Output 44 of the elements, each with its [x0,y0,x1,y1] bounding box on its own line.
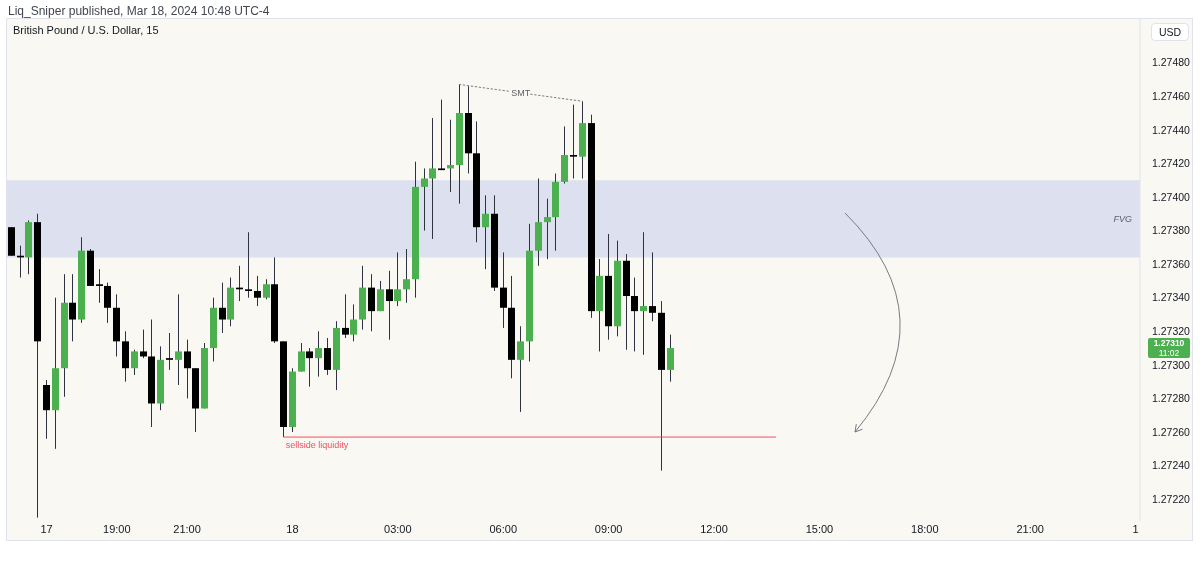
y-tick-label: 1.27440 [1152,123,1191,136]
chart-title: Liq_Sniper published, Mar 18, 2024 10:48 UTC-4 [8,4,270,18]
y-tick-label: 1.27240 [1152,459,1191,472]
y-tick-label: 1.27300 [1152,358,1191,371]
series-label: sellside liquidity [285,440,349,451]
x-tick-label: 12:00 [700,522,728,535]
x-tick-label: 19:00 [103,522,131,535]
x-tick-label: 1 [1132,522,1139,535]
band-label: FVG [1113,213,1132,224]
candlestick [245,232,252,298]
y-tick-label: 1.27400 [1152,190,1191,203]
y-tick-label: 1.27460 [1152,89,1191,102]
candlestick [175,294,182,386]
x-tick-label: 09:00 [594,522,623,535]
candlestick [544,198,551,260]
candlestick [570,104,577,179]
text: 1.27310 [1153,338,1185,349]
candlestick [429,118,436,239]
y-tick-label: 1.27480 [1152,56,1191,69]
x-tick-label: 18 [286,522,299,535]
x-tick-label: 21:00 [1016,522,1044,535]
x-tick-label: 18:00 [911,522,939,535]
candlestick [438,99,445,171]
y-tick-label: 1.27380 [1152,224,1191,237]
x-tick-label: 06:00 [489,522,517,535]
y-tick-label: 1.27340 [1152,291,1191,304]
x-tick-label: 17 [40,522,53,535]
y-tick-label: 1.27280 [1152,392,1191,405]
y-tick-label: 1.27320 [1152,325,1191,338]
x-tick-label: 15:00 [805,522,834,535]
y-tick-label: 1.27260 [1152,425,1191,438]
candlestick [96,269,103,303]
x-tick-label: 03:00 [384,522,412,535]
text: 11:02 [1158,348,1180,359]
y-tick-label: 1.27220 [1152,492,1191,505]
candlestick [640,232,647,355]
x-tick-label: 21:00 [173,522,201,535]
series-label: SMT [511,87,531,98]
candlestick [649,252,656,322]
y-tick-label: 1.27360 [1152,257,1191,270]
chart-subtitle: British Pound / U.S. Dollar, 15 [13,24,159,36]
y-tick-label: 1.27420 [1152,157,1191,170]
unit-button: USD [1151,23,1189,41]
candlestick [166,332,173,370]
